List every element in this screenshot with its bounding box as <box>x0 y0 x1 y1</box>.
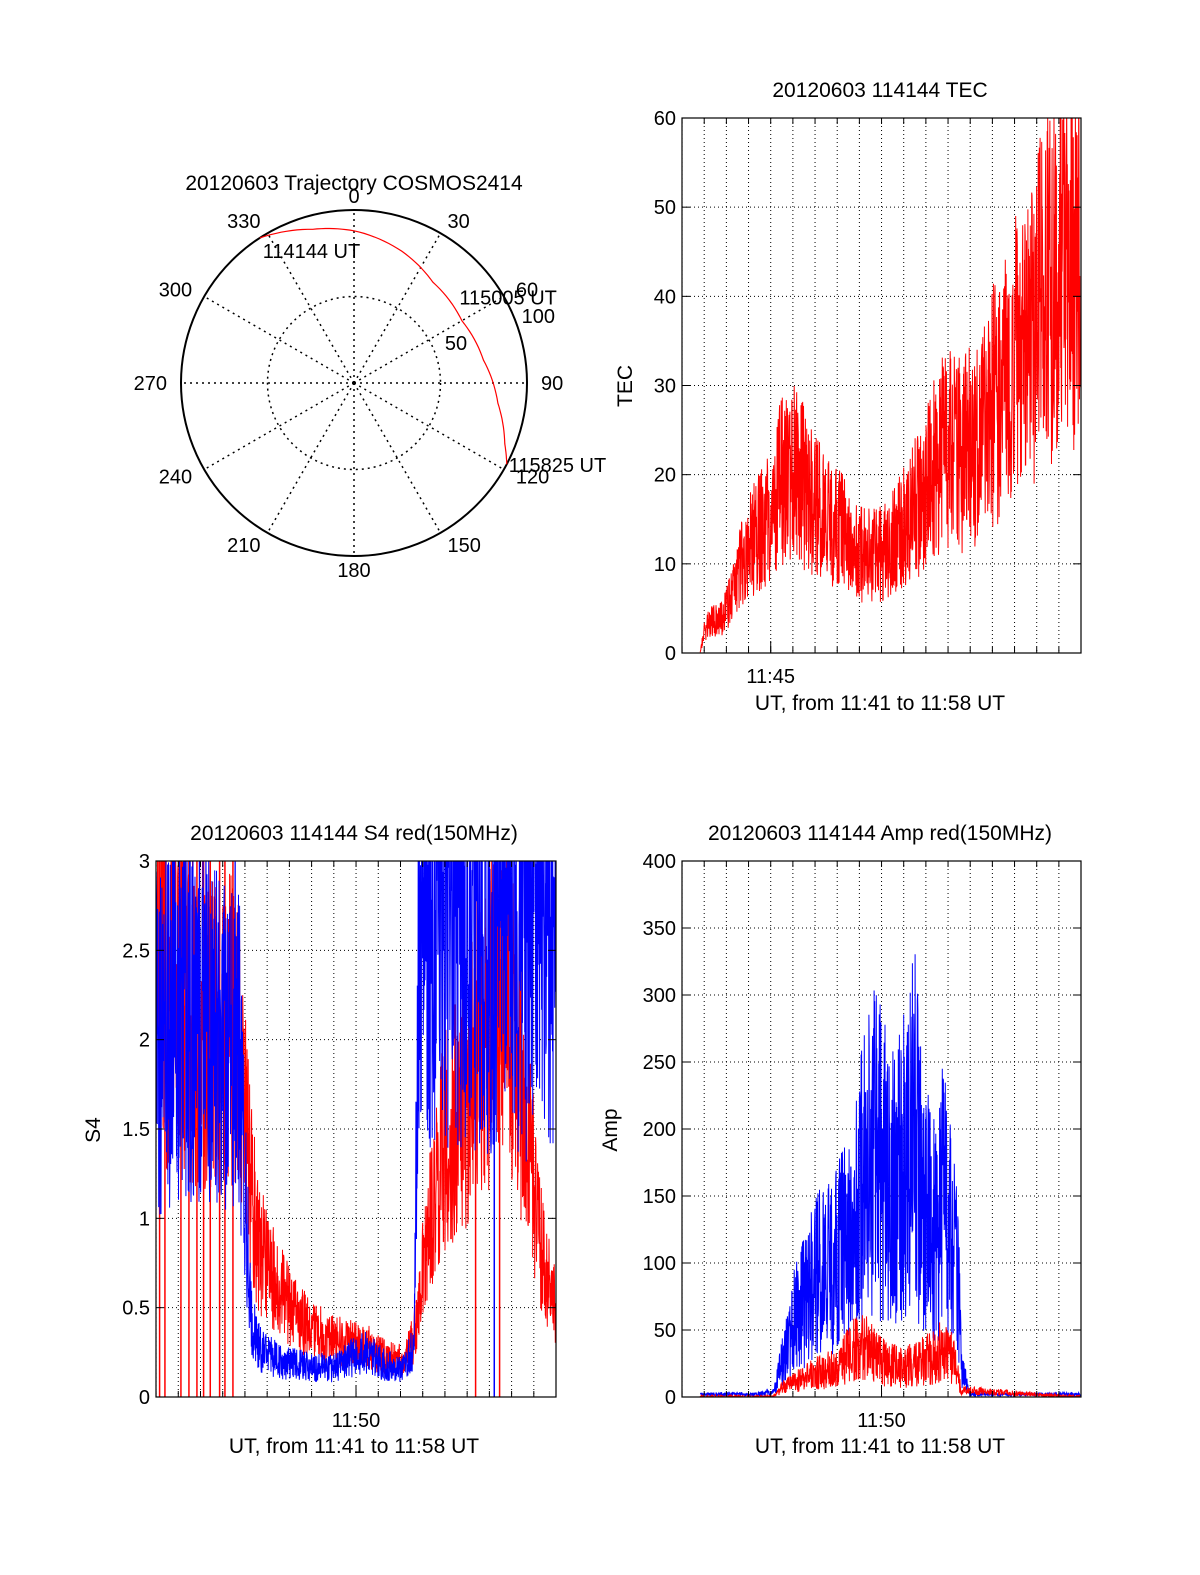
amp-y-tick-label: 400 <box>643 851 676 873</box>
amp-y-axis-label: Amp <box>599 1108 622 1151</box>
s4-plot-area: 0 0.5 1 1.5 2 2.5 3 11:50 <box>122 851 557 1432</box>
amp-x-tick-label: 11:50 <box>857 1410 906 1432</box>
polar-angle-label: 330 <box>227 211 260 233</box>
s4-y-tick-label: 2.5 <box>122 940 150 962</box>
polar-angle-label: 60 <box>516 280 538 302</box>
tec-y-tick-label: 20 <box>654 465 676 487</box>
tec-y-tick-label: 30 <box>654 376 676 398</box>
amp-y-tick-label: 350 <box>643 918 676 940</box>
s4-x-axis-label: UT, from 11:41 to 11:58 UT <box>229 1435 479 1458</box>
tec-y-tick-label: 50 <box>654 197 676 219</box>
trajectory-panel: 20120603 Trajectory COSMOS2414 0 30 60 90 12… <box>134 172 607 582</box>
trajectory-title: 20120603 Trajectory COSMOS2414 <box>185 172 523 195</box>
trajectory-series <box>259 227 508 465</box>
polar-spoke <box>203 382 355 471</box>
polar-angle-label: 30 <box>448 211 470 233</box>
polar-outer-ring <box>180 209 528 557</box>
amp-y-tick-label: 100 <box>643 1253 676 1275</box>
s4-y-tick-label: 0 <box>139 1387 150 1409</box>
polar-angle-label: 210 <box>227 535 260 557</box>
amp-panel: 20120603 114144 Amp red(150MHz) UT, from… <box>599 822 1082 1458</box>
amp-plot-area: 0 50 100 150 200 250 300 350 400 11:50 <box>643 851 1082 1432</box>
tec-plot-area: 0 10 20 30 40 50 60 11:45 <box>654 108 1082 688</box>
tec-y-tick-label: 60 <box>654 108 676 130</box>
amp-x-axis-label: UT, from 11:41 to 11:58 UT <box>755 1435 1005 1458</box>
polar-spoke <box>353 382 505 471</box>
s4-y-tick-label: 3 <box>139 851 150 873</box>
polar-grid <box>180 209 528 557</box>
s4-y-tick-label: 1 <box>139 1208 150 1230</box>
polar-angle-label: 0 <box>348 186 359 208</box>
trajectory-annotation: 115825 UT <box>509 455 606 477</box>
s4-series-blue <box>156 861 556 1383</box>
trajectory-line <box>259 227 508 465</box>
amp-y-tick-label: 200 <box>643 1119 676 1141</box>
polar-angle-label: 240 <box>159 467 192 489</box>
polar-angle-label: 120 <box>516 467 549 489</box>
polar-inner-ring <box>266 295 442 471</box>
tec-series-red <box>699 118 1081 653</box>
polar-radius-label: 100 <box>522 306 555 328</box>
tec-panel: 20120603 114144 TEC UT, from 11:41 to 11… <box>614 79 1082 715</box>
tec-title: 20120603 114144 TEC <box>772 79 987 102</box>
s4-y-tick-label: 2 <box>139 1030 150 1052</box>
s4-panel: 20120603 114144 S4 red(150MHz) UT, from … <box>82 822 557 1458</box>
tec-x-tick-label: 11:45 <box>746 666 795 688</box>
polar-angle-labels: 0 30 60 90 120 150 180 210 240 270 300 330 <box>134 186 564 582</box>
polar-spoke <box>353 295 505 384</box>
amp-y-tick-label: 50 <box>654 1320 676 1342</box>
s4-y-tick-label: 0.5 <box>122 1298 150 1320</box>
polar-spoke <box>203 295 355 384</box>
polar-spoke <box>266 382 355 534</box>
polar-radius-labels: 50 100 <box>445 306 555 355</box>
amp-y-tick-label: 250 <box>643 1052 676 1074</box>
tec-y-axis-label: TEC <box>614 365 637 407</box>
s4-y-tick-label: 1.5 <box>122 1119 150 1141</box>
amp-y-tick-label: 300 <box>643 985 676 1007</box>
polar-angle-label: 300 <box>159 280 192 302</box>
tec-y-tick-label: 0 <box>665 643 676 665</box>
polar-angle-label: 90 <box>541 373 563 395</box>
polar-spoke <box>353 232 442 384</box>
trajectory-annotation: 114144 UT <box>263 241 360 263</box>
trajectory-annotation: 115005 UT <box>459 287 556 309</box>
amp-title: 20120603 114144 Amp red(150MHz) <box>708 822 1052 845</box>
polar-spoke <box>266 232 355 384</box>
polar-angle-label: 180 <box>337 560 370 582</box>
tec-y-tick-label: 10 <box>654 554 676 576</box>
amp-y-tick-label: 150 <box>643 1186 676 1208</box>
polar-angle-label: 150 <box>448 535 481 557</box>
trajectory-annotations: 114144 UT 115005 UT 115825 UT <box>263 241 606 477</box>
tec-x-axis-label: UT, from 11:41 to 11:58 UT <box>755 692 1005 715</box>
s4-title: 20120603 114144 S4 red(150MHz) <box>190 822 518 845</box>
s4-x-tick-label: 11:50 <box>332 1410 381 1432</box>
polar-radius-label: 50 <box>445 333 467 355</box>
amp-y-tick-label: 0 <box>665 1387 676 1409</box>
polar-angle-label: 270 <box>134 373 167 395</box>
s4-y-axis-label: S4 <box>82 1117 105 1143</box>
polar-spoke <box>353 382 442 534</box>
tec-y-tick-label: 40 <box>654 286 676 308</box>
amp-series-red <box>699 1315 1081 1397</box>
